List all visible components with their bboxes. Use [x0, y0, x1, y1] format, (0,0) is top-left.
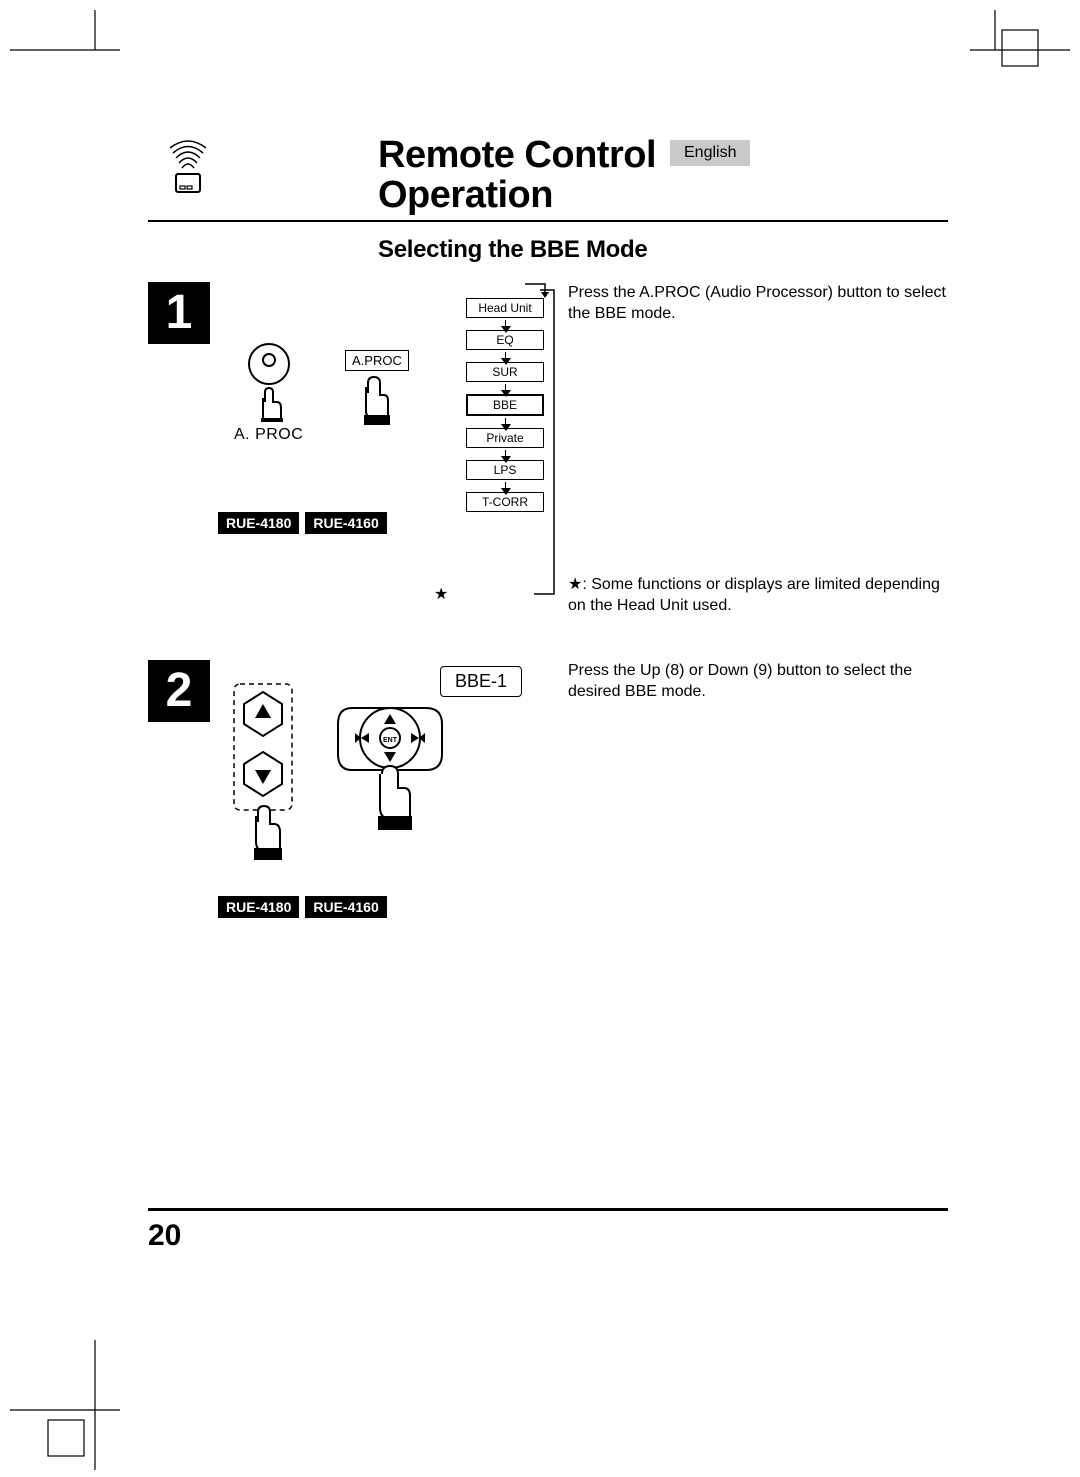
- page-content: Remote Control Operation English Selecti…: [148, 136, 948, 920]
- bbe-display-value: BBE-1: [440, 666, 522, 697]
- model-tag: RUE-4180: [218, 512, 299, 534]
- aproc-label: A. PROC: [234, 426, 303, 444]
- language-badge: English: [670, 140, 750, 166]
- step-1: 1 A. PROC A.PROC: [148, 282, 948, 642]
- aproc-button-4160: A.PROC: [345, 350, 409, 371]
- header: Remote Control Operation English: [148, 136, 948, 222]
- rue4180-updown-graphic: [230, 682, 310, 877]
- step-number: 1: [148, 282, 210, 344]
- svg-text:ENT: ENT: [383, 737, 398, 744]
- step-number: 2: [148, 660, 210, 722]
- step-2: 2 BBE-1: [148, 660, 948, 920]
- model-tags-step1: RUE-4180 RUE-4160: [218, 512, 387, 534]
- page-footer: 20: [148, 1208, 948, 1253]
- model-tags-step2: RUE-4180 RUE-4160: [218, 896, 387, 918]
- step1-instruction: Press the A.PROC (Audio Processor) butto…: [568, 282, 948, 325]
- rue4160-dpad-graphic: ENT: [330, 684, 450, 849]
- flow-return-line: [532, 288, 562, 604]
- model-tag: RUE-4160: [305, 512, 386, 534]
- flow-star-icon: ★: [434, 584, 448, 604]
- step2-instruction: Press the Up (8) or Down (9) button to s…: [568, 660, 948, 703]
- rue4160-aproc-button-graphic: A.PROC: [345, 350, 409, 425]
- page-title: Remote Control Operation: [378, 136, 656, 216]
- page-number: 20: [148, 1219, 948, 1253]
- remote-signal-icon: [148, 136, 228, 194]
- model-tag: RUE-4180: [218, 896, 299, 918]
- step1-note: ★: Some functions or displays are limite…: [568, 574, 948, 617]
- section-title: Selecting the BBE Mode: [378, 236, 948, 264]
- model-tag: RUE-4160: [305, 896, 386, 918]
- rue4180-aproc-button-graphic: A. PROC: [234, 342, 303, 444]
